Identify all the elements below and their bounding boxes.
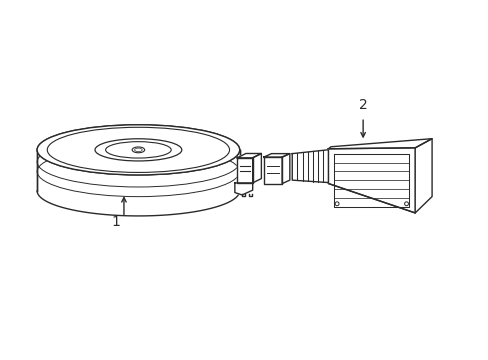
Polygon shape (237, 158, 252, 183)
Ellipse shape (37, 125, 239, 175)
Polygon shape (328, 148, 414, 213)
Polygon shape (263, 157, 282, 184)
Ellipse shape (132, 147, 144, 153)
Polygon shape (328, 139, 431, 149)
Polygon shape (414, 139, 431, 213)
Ellipse shape (404, 202, 407, 206)
Ellipse shape (95, 139, 182, 161)
Text: 1: 1 (112, 215, 121, 229)
Polygon shape (292, 150, 328, 183)
Polygon shape (263, 154, 289, 157)
Polygon shape (237, 153, 261, 158)
Polygon shape (234, 183, 252, 195)
Text: 2: 2 (359, 98, 367, 112)
Polygon shape (37, 125, 239, 191)
Polygon shape (252, 153, 261, 183)
Ellipse shape (334, 202, 338, 206)
Polygon shape (282, 154, 289, 184)
Ellipse shape (37, 125, 239, 175)
